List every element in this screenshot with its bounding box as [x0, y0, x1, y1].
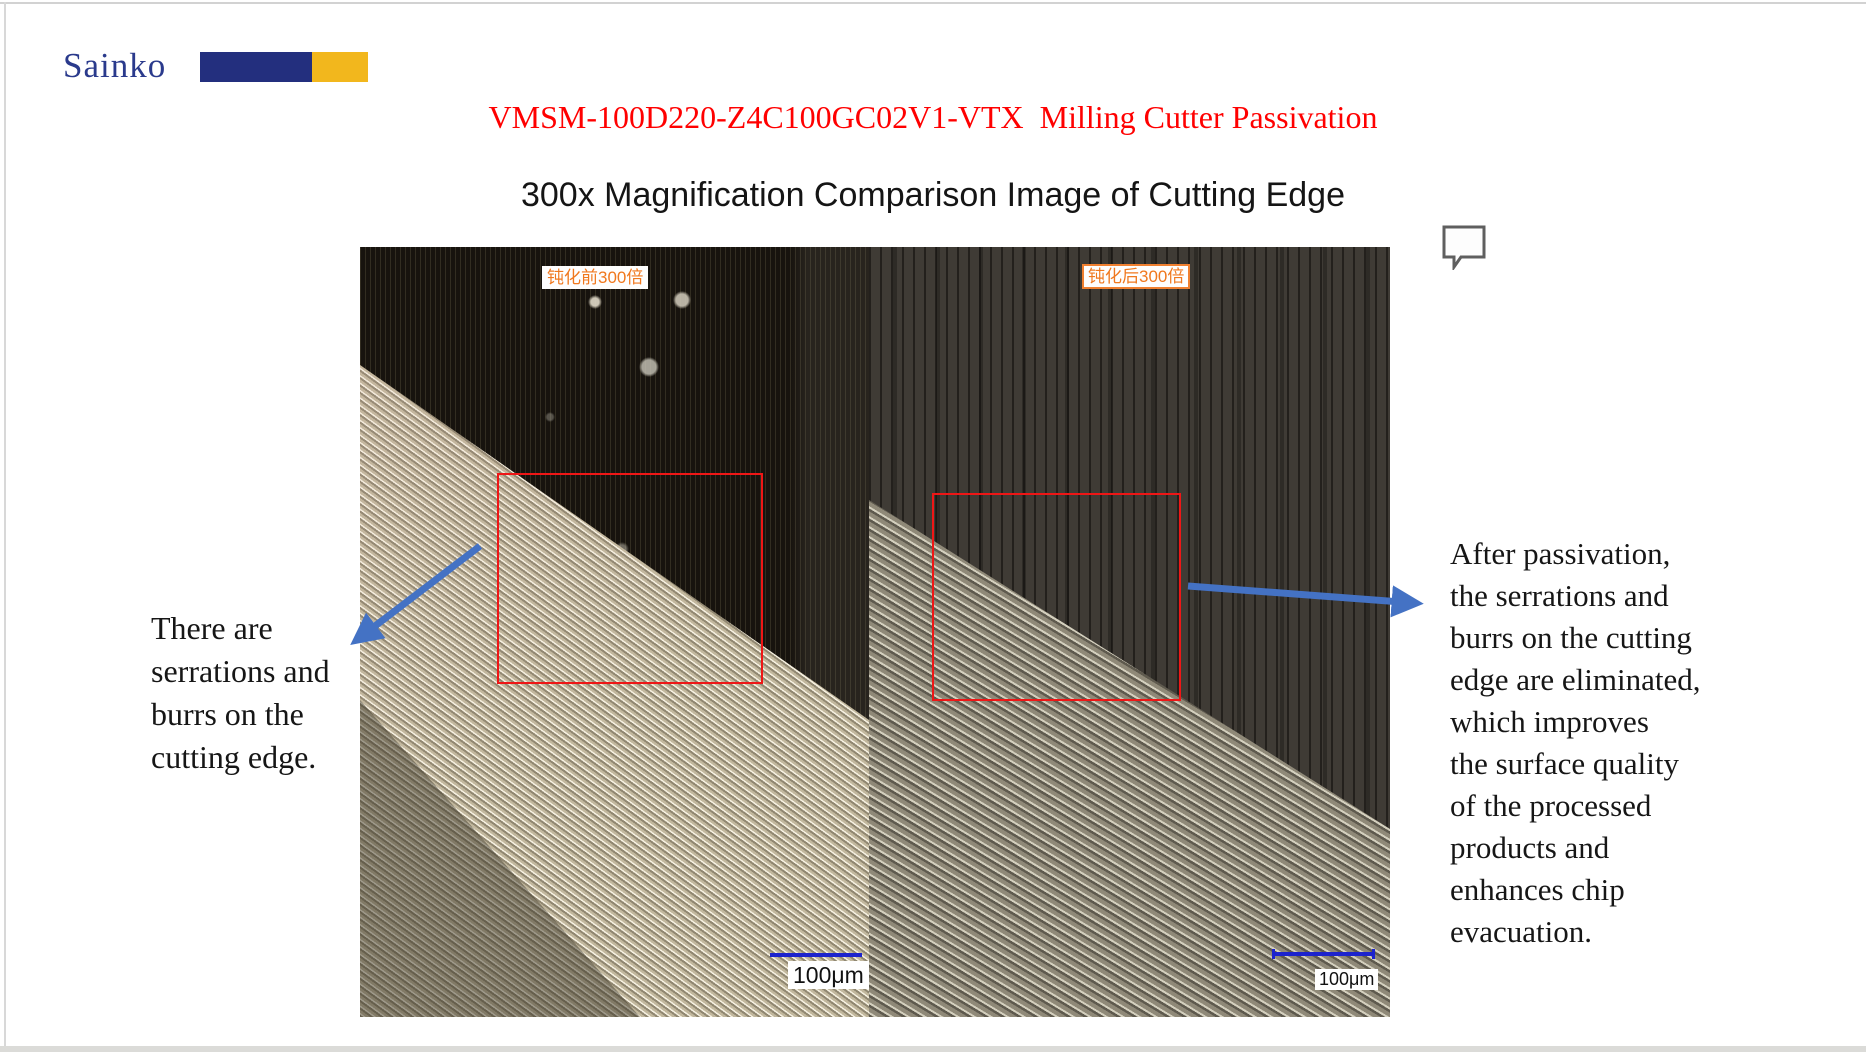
note-after-passivation: After passivation, the serrations and bu…	[1450, 536, 1701, 949]
before-magnification-label: 钝化前300倍	[542, 266, 649, 289]
comment-bubble-icon[interactable]	[1440, 224, 1488, 270]
page-title: VMSM-100D220-Z4C100GC02V1-VTX Milling Cu…	[488, 99, 1378, 135]
before-scale-bar	[770, 953, 862, 957]
page-subtitle: 300x Magnification Comparison Image of C…	[520, 176, 1346, 214]
logo-yellow-bar	[312, 52, 368, 82]
after-scale-bar	[1272, 949, 1375, 959]
after-scale-label: 100μm	[1315, 969, 1379, 990]
note-before-passivation: There are serrations and burrs on the cu…	[151, 610, 330, 775]
page-footer-strip	[0, 1046, 1866, 1052]
after-highlight-rectangle	[932, 493, 1181, 701]
before-highlight-rectangle	[497, 473, 763, 684]
brand-logo-text: Sainko	[63, 46, 167, 85]
comparison-figure: 钝化前300倍 钝化后300倍 100μm 100μm	[360, 247, 1390, 1017]
page-top-border	[0, 2, 1866, 4]
after-magnification-label: 钝化后300倍	[1082, 264, 1191, 289]
logo-navy-bar	[200, 52, 312, 82]
page-left-border	[4, 2, 6, 1046]
before-scale-label: 100μm	[788, 961, 869, 989]
